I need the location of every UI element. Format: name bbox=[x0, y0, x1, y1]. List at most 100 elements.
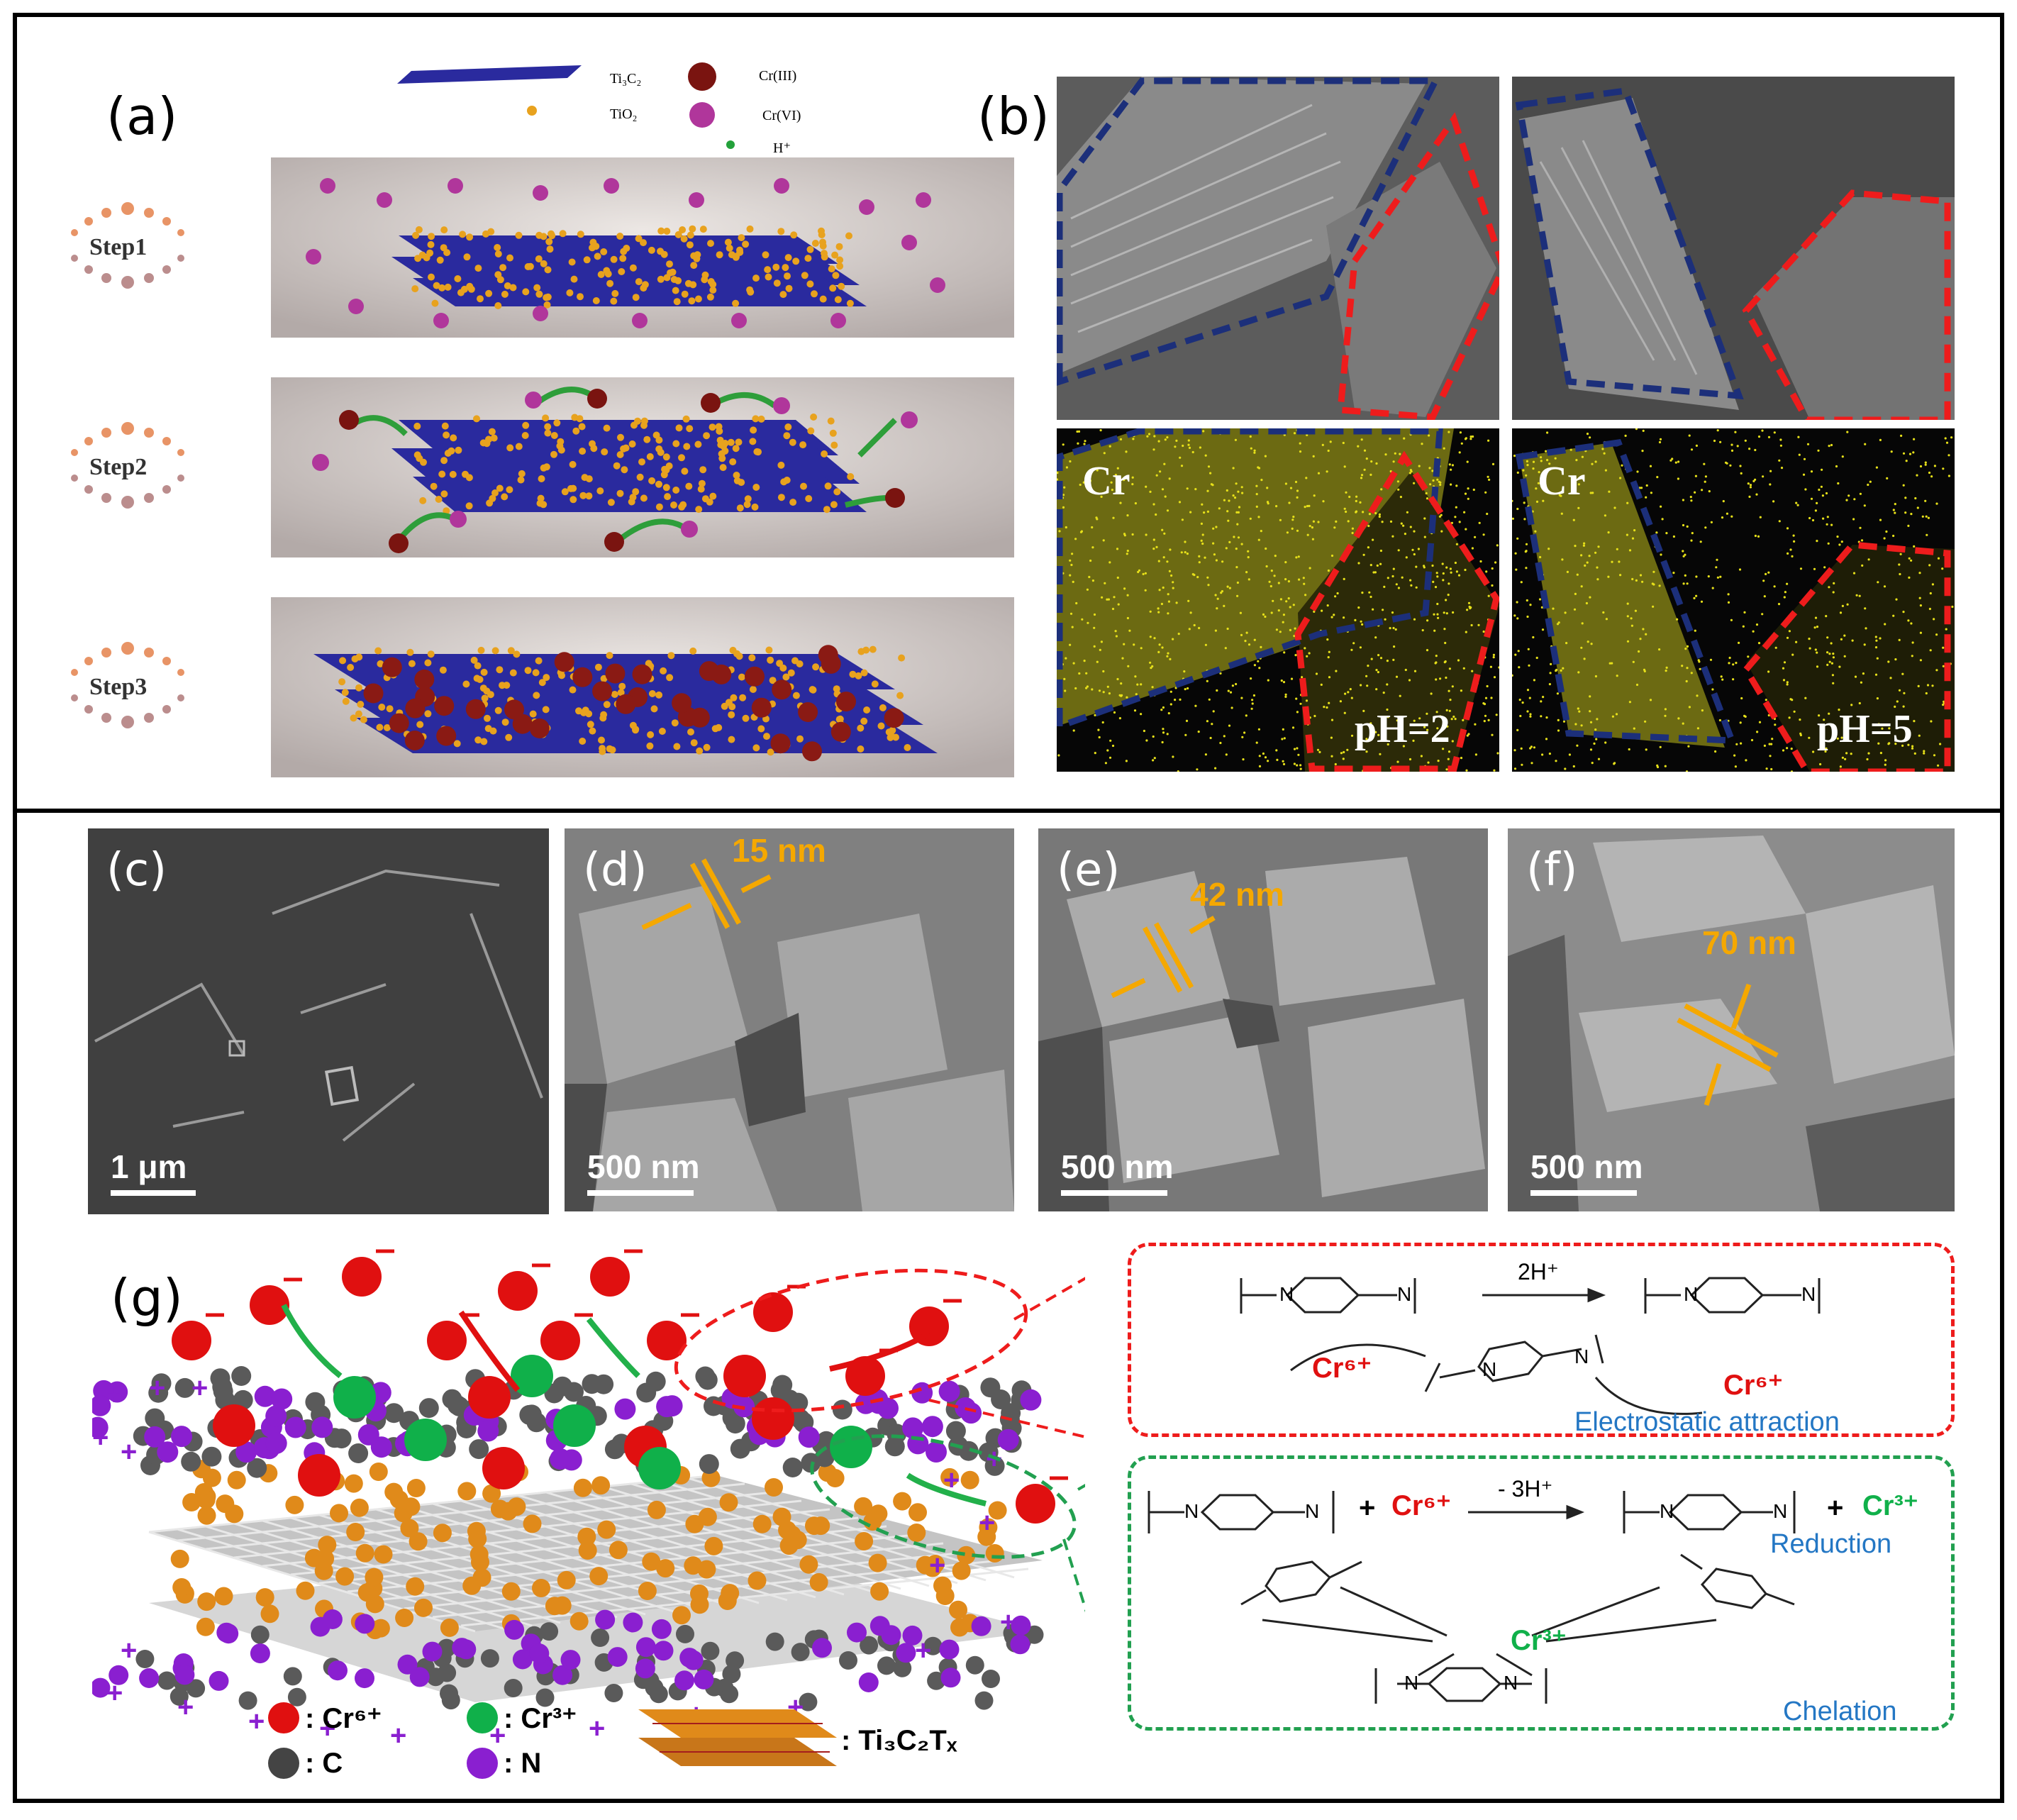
ti3c2-legend-text: Ti₃C₂ bbox=[610, 71, 642, 87]
svg-text:N: N bbox=[1397, 1283, 1411, 1305]
legend-cr6-ball bbox=[268, 1702, 299, 1733]
panel-g-label: (g) bbox=[111, 1268, 183, 1328]
sem-e: (e) 42 nm 500 nm bbox=[1038, 828, 1488, 1211]
sem-f: (f) 70 nm 500 nm bbox=[1508, 828, 1955, 1211]
eds-b-ph2-element: Cr bbox=[1082, 457, 1130, 504]
svg-text:+: + bbox=[929, 1550, 945, 1581]
step2-illustration bbox=[271, 377, 1014, 557]
svg-text:N: N bbox=[1574, 1345, 1589, 1367]
svg-text:N: N bbox=[1279, 1283, 1294, 1305]
panel-e-label: (e) bbox=[1057, 844, 1121, 897]
cr6-legend-text: Cr(VI) bbox=[762, 108, 801, 123]
electrostatic-scheme: N N N N N N bbox=[1240, 1277, 1821, 1415]
svg-text:+: + bbox=[177, 1692, 194, 1723]
svg-text:+: + bbox=[943, 1465, 960, 1496]
svg-text:+: + bbox=[915, 1635, 931, 1666]
sem-f-scale-bar bbox=[1530, 1190, 1637, 1196]
panel-a-label: (a) bbox=[106, 87, 178, 146]
reduction-cr6: Cr⁶⁺ bbox=[1391, 1490, 1451, 1521]
eds-b-ph5: Cr pH=5 bbox=[1512, 428, 1955, 772]
reaction-2-label: - 3H⁺ bbox=[1498, 1476, 1553, 1502]
legend-cr3-ball bbox=[467, 1702, 498, 1733]
h-legend-dot bbox=[726, 140, 735, 149]
cr3-legend-ball bbox=[688, 62, 716, 91]
sem-d: (d) 15 nm 500 nm bbox=[565, 828, 1014, 1211]
electrostatic-cr6-right: Cr⁶⁺ bbox=[1723, 1370, 1783, 1401]
step1-label: Step1 bbox=[89, 234, 148, 260]
h-legend-text: H⁺ bbox=[773, 140, 791, 156]
svg-text:N: N bbox=[1305, 1500, 1319, 1522]
svg-text:+: + bbox=[1000, 1607, 1016, 1638]
tio2-legend-text: TiO₂ bbox=[610, 106, 638, 122]
panel-c-label: (c) bbox=[106, 844, 167, 897]
reduction-chelation-scheme: N N N N N N bbox=[1148, 1491, 1796, 1704]
reduction-chelation-box bbox=[1128, 1455, 1955, 1731]
svg-text:+: + bbox=[149, 1372, 165, 1404]
svg-text:N: N bbox=[1684, 1283, 1698, 1305]
legend-ti3c2tx-text: : Ti₃C₂Tₓ bbox=[841, 1725, 957, 1756]
svg-text:+: + bbox=[390, 1720, 406, 1751]
reduction-label: Reduction bbox=[1770, 1529, 1892, 1559]
sem-b-top-right bbox=[1512, 77, 1955, 420]
svg-text:+: + bbox=[92, 1422, 109, 1453]
legend-c-text: : C bbox=[305, 1748, 343, 1779]
electrostatic-label: Electrostatic attraction bbox=[1574, 1407, 1840, 1437]
svg-text:+: + bbox=[121, 1635, 137, 1666]
sem-c-scale-bar bbox=[111, 1190, 196, 1196]
sem-c-scale-text: 1 μm bbox=[111, 1148, 187, 1185]
svg-text:N: N bbox=[1504, 1672, 1518, 1694]
sem-d-scale-bar bbox=[587, 1190, 694, 1196]
svg-text:N: N bbox=[1773, 1500, 1787, 1522]
legend-n-text: : N bbox=[504, 1748, 542, 1779]
chelation-label: Chelation bbox=[1783, 1697, 1897, 1726]
ti3c2-legend-sheet bbox=[397, 65, 582, 84]
eds-b-ph5-ph: pH=5 bbox=[1817, 707, 1913, 751]
reaction-1-label: 2H⁺ bbox=[1518, 1259, 1559, 1284]
electrostatic-box bbox=[1128, 1243, 1955, 1437]
step3-illustration bbox=[271, 597, 1014, 777]
step1-icon bbox=[71, 202, 184, 289]
svg-text:N: N bbox=[1482, 1358, 1496, 1380]
sem-e-scale-bar bbox=[1061, 1190, 1167, 1196]
legend-n-ball bbox=[467, 1748, 498, 1779]
eds-b-ph2-ph: pH=2 bbox=[1355, 707, 1450, 751]
panel-b-label: (b) bbox=[977, 87, 1050, 146]
step3-icon bbox=[71, 642, 184, 728]
svg-text:+: + bbox=[979, 1507, 995, 1538]
svg-text:+: + bbox=[121, 1436, 137, 1467]
sem-f-scale-text: 500 nm bbox=[1530, 1148, 1643, 1185]
sem-b-top-left bbox=[1057, 77, 1499, 420]
reduction-cr3: Cr³⁺ bbox=[1862, 1490, 1918, 1521]
sem-e-measure: 42 nm bbox=[1190, 876, 1284, 913]
sem-c: (c) 1 μm bbox=[88, 828, 549, 1214]
legend-mxene-slab bbox=[638, 1709, 837, 1766]
svg-text:+: + bbox=[106, 1380, 123, 1411]
step2-icon bbox=[71, 422, 184, 509]
sem-e-scale-text: 500 nm bbox=[1061, 1148, 1174, 1185]
sem-d-measure: 15 nm bbox=[732, 832, 826, 869]
step3-label: Step3 bbox=[89, 674, 148, 700]
cr3-legend-text: Cr(III) bbox=[759, 68, 797, 84]
legend-g-icons bbox=[268, 1702, 837, 1779]
svg-text:N: N bbox=[1660, 1500, 1674, 1522]
panel-d-label: (d) bbox=[583, 844, 648, 897]
reduction-plus-1: + bbox=[1359, 1492, 1376, 1524]
svg-text:N: N bbox=[1404, 1672, 1418, 1694]
top-legend bbox=[397, 62, 735, 149]
electrostatic-cr6-left: Cr⁶⁺ bbox=[1312, 1353, 1372, 1384]
legend-c-ball bbox=[268, 1748, 299, 1779]
panel-f-label: (f) bbox=[1526, 844, 1578, 897]
mxene-pani-structure: +++++++++++++++++++++ bbox=[92, 1249, 1085, 1751]
tio2-legend-dot bbox=[527, 106, 537, 116]
sem-f-measure: 70 nm bbox=[1702, 924, 1796, 961]
cr6-legend-ball bbox=[689, 102, 715, 128]
step2-label: Step2 bbox=[89, 454, 148, 480]
bottom-figure-frame bbox=[13, 809, 2004, 1803]
reduction-plus-2: + bbox=[1827, 1492, 1844, 1524]
step1-illustration bbox=[271, 157, 1014, 338]
svg-text:N: N bbox=[1184, 1500, 1199, 1522]
legend-cr6-text: : Cr⁶⁺ bbox=[305, 1703, 382, 1734]
eds-b-ph2: Cr pH=2 bbox=[1057, 428, 1499, 772]
svg-text:+: + bbox=[106, 1677, 123, 1709]
eds-b-ph5-element: Cr bbox=[1538, 457, 1586, 504]
